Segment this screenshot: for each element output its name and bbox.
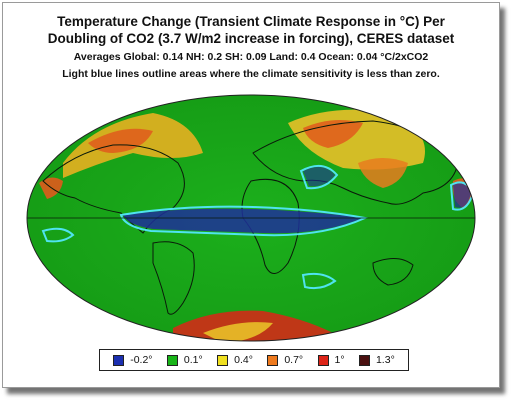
legend-label: 0.1° — [183, 354, 203, 366]
legend-label: 0.7° — [284, 354, 304, 366]
south-america-coast — [152, 241, 195, 315]
legend-item: 1° — [317, 354, 345, 366]
legend-swatch — [217, 354, 229, 366]
outline-note: Light blue lines outline areas where the… — [62, 68, 440, 80]
legend-item: 1.3° — [358, 354, 395, 366]
outline-south-indian — [301, 272, 337, 290]
legend-label: 1.3° — [375, 354, 395, 366]
map-features — [39, 109, 475, 341]
averages-text: Averages Global: 0.14 NH: 0.2 SH: 0.09 L… — [73, 51, 429, 63]
legend-swatch — [113, 354, 125, 366]
map-border — [26, 94, 476, 342]
antarctica-warm-region — [203, 322, 273, 341]
legend-swatch — [166, 354, 178, 366]
legend-item: -0.2° — [113, 354, 153, 366]
legend-item: 0.1° — [166, 354, 203, 366]
legend-swatch — [267, 354, 279, 366]
title-line-2: Doubling of CO2 (3.7 W/m2 increase in fo… — [47, 31, 455, 46]
legend-item: 0.4° — [217, 354, 253, 366]
legend-label: 1° — [334, 354, 345, 366]
outline-tropical-pacific — [119, 205, 369, 237]
negative-sensitivity-outlines — [41, 164, 475, 290]
tropical-pacific-negative-region — [123, 208, 363, 234]
color-legend: -0.2° 0.1° 0.4° 0.7° 1° 1.3° — [99, 349, 409, 371]
legend-swatch — [358, 354, 370, 366]
legend-label: -0.2° — [130, 354, 153, 366]
outline-indian-ocean — [299, 164, 339, 190]
legend-label: 0.4° — [234, 354, 253, 366]
eurasia-hot-region — [303, 119, 363, 148]
legend-item: 0.7° — [267, 354, 303, 366]
outline-east-pacific — [41, 227, 75, 243]
title-line-1: Temperature Change (Transient Climate Re… — [57, 14, 445, 29]
australia-coast — [372, 258, 414, 286]
north-atlantic-negative-region — [453, 183, 471, 208]
world-map — [26, 94, 476, 342]
indian-ocean-negative-region — [303, 166, 335, 187]
figure-frame: Temperature Change (Transient Climate Re… — [2, 2, 500, 388]
asia-warm-region — [358, 158, 408, 188]
legend-swatch — [317, 354, 329, 366]
